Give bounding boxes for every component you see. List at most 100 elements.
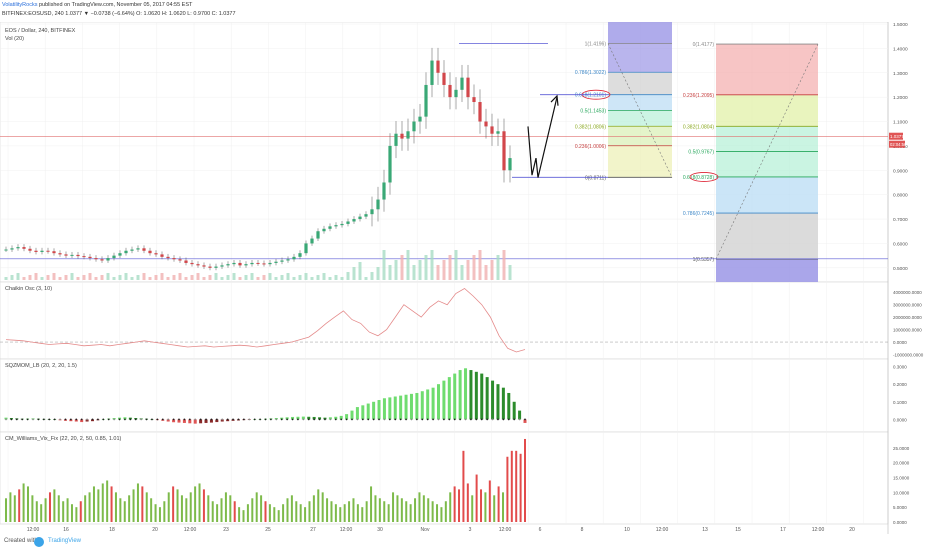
squeeze-dot <box>464 418 467 421</box>
sqzmom-bar <box>491 380 495 420</box>
vixfix-bar <box>427 498 430 522</box>
vixfix-bar <box>176 489 179 522</box>
squeeze-dot <box>475 418 478 421</box>
squeeze-dot <box>161 418 164 421</box>
candle-body <box>226 264 230 266</box>
x-axis-tick-label: 20 <box>849 527 855 533</box>
candle-body <box>76 254 80 257</box>
squeeze-dot <box>248 418 251 421</box>
volume-bar <box>424 255 428 280</box>
squeeze-dot <box>356 418 359 421</box>
vixfix-bar <box>141 486 144 522</box>
squeeze-dot <box>151 418 153 421</box>
squeeze-dot <box>340 418 343 421</box>
squeeze-dot <box>307 418 310 421</box>
price-tick-label: 1.2000 <box>893 95 908 101</box>
candle-body <box>172 258 176 260</box>
sqzmom-bar <box>328 417 332 420</box>
price-tick-label: 1.1000 <box>893 120 908 126</box>
sqzmom-bar <box>312 416 316 420</box>
created-with-text: Created with <box>4 538 38 544</box>
squeeze-dot <box>242 418 245 421</box>
vixfix-bar <box>53 489 56 522</box>
squeeze-dot <box>237 418 240 421</box>
x-axis-tick-label: 12:00 <box>340 527 353 533</box>
candle-body <box>202 265 206 267</box>
volume-bar <box>94 277 98 280</box>
candle-body <box>280 260 284 262</box>
volume-bar <box>454 250 458 280</box>
sqzmom-bar <box>345 414 349 420</box>
volume-bar <box>406 250 410 280</box>
sqzmom-bar <box>123 417 127 420</box>
squeeze-dot <box>232 418 234 421</box>
sqzmom-tick-label: 0.2000 <box>893 382 907 387</box>
symbol-ohlc-line: BITFINEX:EOSUSD, 240 1.0377 ▼ −0.0738 (−… <box>2 11 236 17</box>
sqzmom-bar <box>339 415 343 420</box>
candle-body <box>88 256 92 259</box>
tradingview-logo-icon[interactable] <box>34 537 44 547</box>
squeeze-dot <box>399 418 402 421</box>
vixfix-bar <box>334 504 337 522</box>
vixfix-bar <box>123 501 126 522</box>
tradingview-brand[interactable]: TradingView <box>48 538 82 544</box>
vixfix-bar <box>321 492 324 522</box>
vixfix-bar <box>418 492 421 522</box>
vixfix-tick-label: 20.0000 <box>893 461 910 466</box>
volume-bar <box>436 265 440 280</box>
sqzmom-bar <box>204 419 208 423</box>
vixfix-bar <box>57 495 60 522</box>
vixfix-bar <box>475 474 478 522</box>
sqzmom-bar <box>307 416 311 420</box>
sqzmom-bar <box>437 384 440 420</box>
squeeze-dot <box>410 418 413 421</box>
volume-bar <box>286 273 290 280</box>
squeeze-dot <box>221 418 224 421</box>
candle-body <box>304 243 308 254</box>
squeeze-dot <box>75 418 78 421</box>
squeeze-dot <box>491 418 494 421</box>
squeeze-dot <box>421 418 424 421</box>
candle-body <box>10 248 14 250</box>
vixfix-bar <box>172 486 175 522</box>
candle-body <box>496 131 500 134</box>
candle-body <box>328 226 332 229</box>
vixfix-bar <box>128 495 131 522</box>
candle-body <box>52 251 56 254</box>
squeeze-dot <box>280 418 283 421</box>
author-link[interactable]: VolatilityRocks <box>2 2 38 8</box>
squeeze-dot <box>172 418 175 421</box>
candle-body <box>166 256 170 259</box>
vixfix-bar <box>405 501 408 522</box>
squeeze-dot <box>167 418 170 421</box>
vixfix-tick-label: 25.0000 <box>893 446 910 451</box>
sqzmom-bar <box>409 393 413 420</box>
sqzmom-bar <box>512 401 516 420</box>
sqzmom-bar <box>399 395 403 420</box>
vixfix-bar <box>282 504 285 522</box>
vixfix-bar <box>84 495 87 522</box>
candle-body <box>196 264 200 266</box>
candle-body <box>364 214 368 217</box>
candle-body <box>46 250 50 252</box>
volume-bar <box>334 275 338 280</box>
squeeze-dot <box>129 418 132 421</box>
squeeze-dot <box>10 418 13 421</box>
chart-canvas[interactable]: 1.50001.40001.30001.20001.10001.00000.90… <box>0 22 932 534</box>
squeeze-dot <box>107 418 110 421</box>
squeeze-dot <box>383 418 386 421</box>
vixfix-bar <box>216 504 219 522</box>
squeeze-dot <box>194 418 197 421</box>
vixfix-bar <box>106 480 109 522</box>
chaikin-tick-label: 2000000.0000 <box>893 315 922 320</box>
sqzmom-bar <box>318 417 322 420</box>
volume-bar <box>442 260 446 280</box>
volume-bar <box>154 275 158 280</box>
squeeze-dot <box>443 418 445 421</box>
squeeze-dot <box>80 418 83 421</box>
vixfix-bar <box>62 501 65 522</box>
volume-bar <box>172 275 176 280</box>
squeeze-dot <box>378 418 380 421</box>
vixfix-bar <box>246 504 249 522</box>
squeeze-dot <box>497 418 499 421</box>
